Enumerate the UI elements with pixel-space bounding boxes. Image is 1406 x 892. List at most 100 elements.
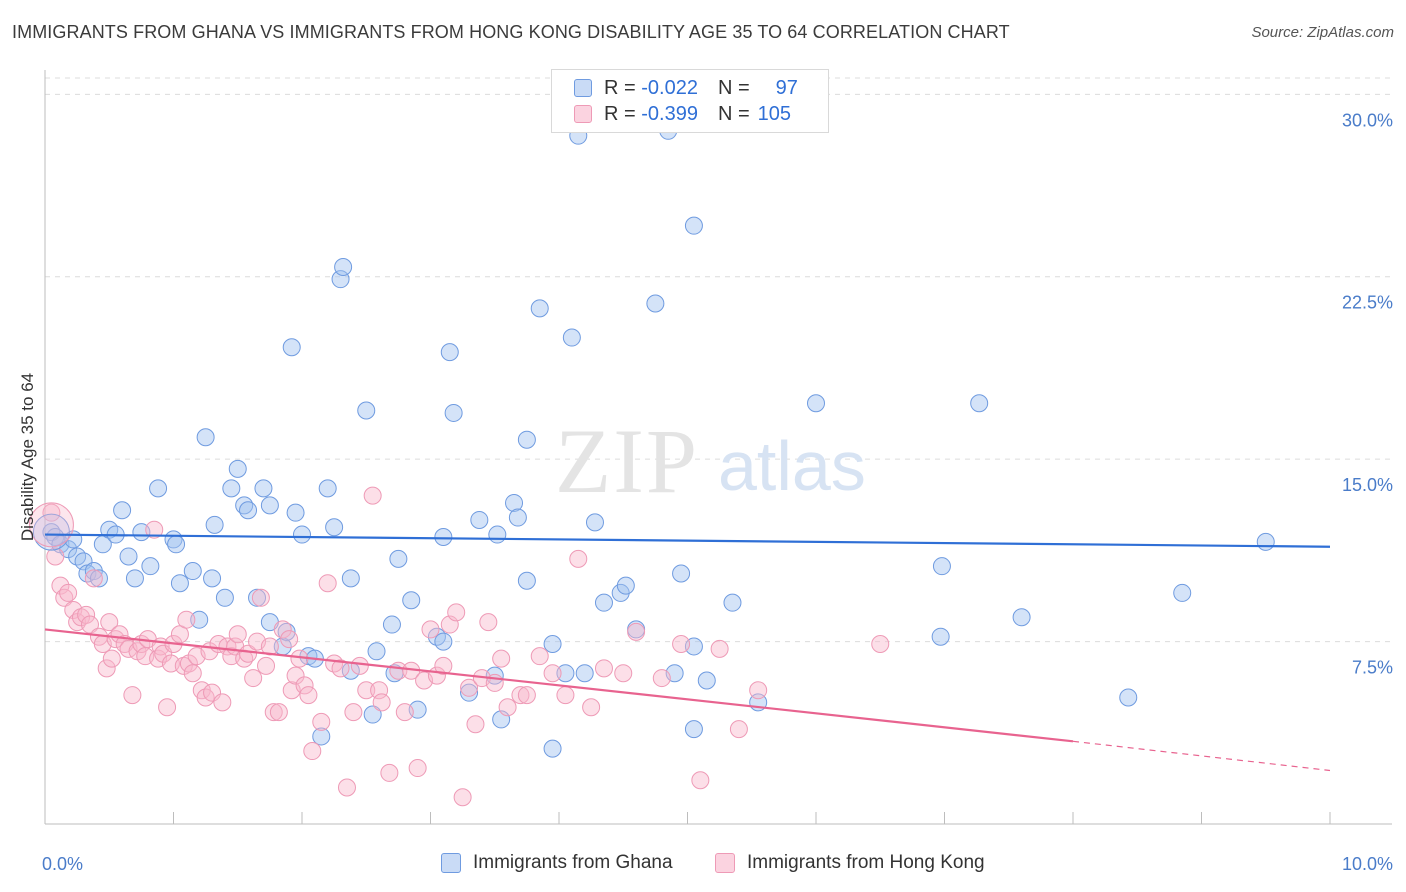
y-axis-label: Disability Age 35 to 64 [18,373,37,541]
point-hongkong [517,686,536,705]
series-legend-label-ghana: Immigrants from Ghana [473,852,673,873]
point-ghana [723,593,742,612]
point-ghana [1173,583,1192,602]
point-hongkong [59,583,78,602]
point-hongkong [594,659,613,678]
point-hongkong [257,656,276,675]
series-legend-ghana: Immigrants from Ghana [441,852,673,874]
point-hongkong [453,788,472,807]
point-hongkong [228,625,247,644]
point-hongkong [511,686,530,705]
point-hongkong [158,698,177,717]
legend-row-ghana: R = -0.022 N = 97 [574,75,798,101]
point-hongkong [46,547,65,566]
point-ghana [205,515,224,534]
point-ghana [167,535,186,554]
point-hongkong [466,715,485,734]
point-ghana [807,394,825,413]
point-ghana [334,258,353,277]
point-hongkong [80,615,99,634]
point-hongkong [556,686,575,705]
point-hongkong [710,639,729,658]
point-hongkong [421,620,440,639]
point-hongkong [77,605,96,624]
point-ghana [556,664,575,683]
point-ghana [672,564,691,583]
trend-lines [44,533,1331,772]
point-ghana [517,430,536,449]
point-ghana [517,571,536,590]
point-ghana [508,508,527,527]
point-hongkong [100,613,119,632]
point-hongkong [357,681,376,700]
point-ghana [113,501,132,520]
point-hongkong [84,569,103,588]
legend-r-value: -0.399 [641,102,698,125]
point-hongkong [350,656,369,675]
point-ghana [932,557,951,576]
trend-line-hongkong [44,628,1074,743]
point-hongkong [380,763,399,782]
point-ghana [616,576,635,595]
point-ghana [444,403,463,422]
legend-r-label: R = [604,102,636,125]
point-hongkong [498,698,517,717]
legend-row-hongkong: R = -0.399 N = 105 [574,101,791,127]
point-ghana [248,588,267,607]
correlation-legend: R = -0.022 N = 97 R = -0.399 N = 105 [551,69,829,133]
point-hongkong [691,771,710,790]
point-hongkong [42,503,61,522]
series-legend-swatch-hongkong [715,853,735,873]
legend-r-label: R = [604,76,636,99]
point-hongkong [123,686,142,705]
point-hongkong [213,693,232,712]
point-hongkong [239,644,258,663]
point-hongkong [672,635,691,654]
point-ghana [325,518,344,537]
point-ghana [488,525,507,544]
point-ghana [190,610,209,629]
legend-n-value: 97 [775,76,798,99]
legend-r-value: -0.022 [641,76,698,99]
point-ghana [470,510,489,529]
point-ghana [196,428,215,447]
point-hongkong [434,656,453,675]
point-ghana [170,574,189,593]
point-hongkong [97,659,116,678]
point-ghana [357,401,376,420]
point-hongkong [582,698,601,717]
point-ghana [293,525,311,544]
point-ghana [585,513,604,532]
point-ghana [434,632,453,651]
point-hongkong [251,588,270,607]
point-hongkong [183,664,202,683]
y-tick-label: 7.5% [1352,658,1393,678]
point-ghana [363,705,382,724]
point-ghana [575,664,594,683]
point-hongkong [331,659,350,678]
point-ghana [684,720,703,739]
point-hongkong [312,712,331,731]
point-hongkong [344,703,363,722]
point-ghana [543,739,562,758]
point-hongkong [408,759,427,778]
point-ghana [1012,608,1031,627]
point-ghana [970,394,989,413]
point-ghana [228,459,247,478]
series-legend: Immigrants from Ghana Immigrants from Ho… [0,852,1406,878]
series-legend-swatch-ghana [441,853,461,873]
point-hongkong [179,654,198,673]
point-hongkong [303,742,322,761]
point-ghana [697,671,716,690]
tick-labels: 7.5% 15.0% 22.5% 30.0% 0.0% 10.0% Disability A… [18,110,1393,874]
point-ghana [594,593,613,612]
point-ghana-cluster [32,513,70,551]
point-ghana [141,557,160,576]
point-ghana [931,627,950,646]
point-ghana [183,562,202,581]
point-ghana [149,479,168,498]
point-hongkong [174,656,193,675]
point-hongkong [479,613,498,632]
point-hongkong-cluster [28,502,74,548]
y-tick-label: 30.0% [1342,110,1393,130]
